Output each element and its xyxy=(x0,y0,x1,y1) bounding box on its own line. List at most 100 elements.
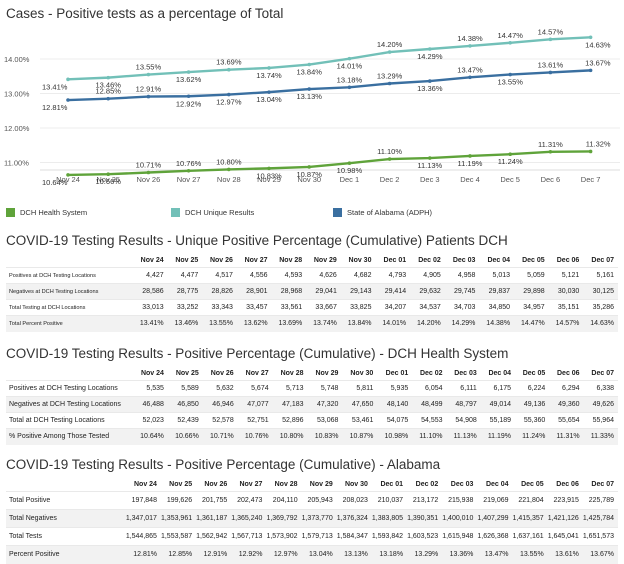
table-cell[interactable]: 5,811 xyxy=(342,380,378,397)
table-cell[interactable]: 34,537 xyxy=(410,299,445,316)
table-cell[interactable]: 5,589 xyxy=(167,380,203,397)
table-cell[interactable]: 221,804 xyxy=(512,491,548,510)
data-point[interactable] xyxy=(588,68,593,73)
table-cell[interactable]: 5,674 xyxy=(237,380,273,397)
table-cell[interactable]: 1,637,161 xyxy=(512,527,548,546)
table-cell[interactable]: 13.29% xyxy=(407,545,443,564)
data-point[interactable] xyxy=(548,37,553,42)
data-point[interactable] xyxy=(508,72,512,77)
table-cell[interactable]: 10.76% xyxy=(237,428,273,445)
table-cell[interactable]: 6,224 xyxy=(515,380,550,397)
table-cell[interactable]: 52,023 xyxy=(133,412,168,429)
table-cell[interactable]: 46,850 xyxy=(167,396,203,413)
table-cell[interactable]: 13.67% xyxy=(582,545,618,564)
table-cell[interactable]: 6,338 xyxy=(583,380,618,397)
column-header[interactable]: Dec 04 xyxy=(487,256,511,264)
column-header[interactable]: Dec 05 xyxy=(522,256,545,264)
table-cell[interactable]: 4,427 xyxy=(133,267,168,284)
data-point[interactable] xyxy=(267,166,271,171)
data-point[interactable] xyxy=(66,77,70,82)
table-cell[interactable]: 34,207 xyxy=(375,299,411,316)
table-cell[interactable]: 6,175 xyxy=(480,380,516,397)
table-cell[interactable]: 28,968 xyxy=(271,283,307,300)
column-header[interactable]: Dec 07 xyxy=(591,256,614,264)
table-cell[interactable]: 1,615,948 xyxy=(442,527,478,546)
table-cell[interactable]: 1,567,713 xyxy=(231,527,267,546)
table-cell[interactable]: 1,425,784 xyxy=(582,509,618,528)
table-cell[interactable]: 53,461 xyxy=(342,412,378,429)
data-point[interactable] xyxy=(588,149,593,154)
column-header[interactable]: Nov 26 xyxy=(204,480,228,488)
data-point[interactable] xyxy=(66,173,70,177)
column-header[interactable]: Nov 30 xyxy=(348,256,372,264)
table-cell[interactable]: 11.24% xyxy=(515,428,550,445)
table-cell[interactable]: 46,488 xyxy=(133,396,168,413)
table-cell[interactable]: 5,632 xyxy=(202,380,238,397)
data-point[interactable] xyxy=(106,96,110,101)
table-cell[interactable]: 1,347,017 xyxy=(125,509,161,528)
table-cell[interactable]: 202,473 xyxy=(231,491,267,510)
column-header[interactable]: Nov 28 xyxy=(279,256,303,264)
table-cell[interactable]: 14.20% xyxy=(410,315,445,332)
table-cell[interactable]: 47,650 xyxy=(342,396,378,413)
column-header[interactable]: Nov 27 xyxy=(244,256,268,264)
column-header[interactable]: Dec 07 xyxy=(591,480,614,488)
table-cell[interactable]: 204,110 xyxy=(266,491,302,510)
data-point[interactable] xyxy=(106,75,110,80)
table-cell[interactable]: 49,136 xyxy=(515,396,550,413)
table-cell[interactable]: 29,745 xyxy=(444,283,480,300)
column-header[interactable]: Dec 03 xyxy=(454,369,477,377)
table-cell[interactable]: 1,365,240 xyxy=(231,509,267,528)
table-cell[interactable]: 1,400,010 xyxy=(442,509,478,528)
column-header[interactable]: Dec 07 xyxy=(591,369,614,377)
table-cell[interactable]: 34,957 xyxy=(514,299,549,316)
data-point[interactable] xyxy=(267,66,271,70)
table-cell[interactable]: 14.63% xyxy=(583,315,618,332)
table-cell[interactable]: 47,183 xyxy=(272,396,308,413)
table-cell[interactable]: 33,825 xyxy=(340,299,376,316)
column-header[interactable]: Dec 03 xyxy=(452,256,476,264)
table-cell[interactable]: 5,161 xyxy=(583,267,618,284)
table-cell[interactable]: 6,294 xyxy=(549,380,584,397)
table-cell[interactable]: 219,069 xyxy=(477,491,513,510)
table-cell[interactable]: 52,578 xyxy=(202,412,238,429)
data-point[interactable] xyxy=(307,62,312,67)
data-point[interactable] xyxy=(227,67,231,72)
table-cell[interactable]: 1,390,351 xyxy=(407,509,443,528)
column-header[interactable]: Nov 24 xyxy=(140,369,164,377)
column-header[interactable]: Nov 29 xyxy=(309,480,333,488)
table-cell[interactable]: 33,252 xyxy=(167,299,203,316)
table-cell[interactable]: 11.13% xyxy=(446,428,481,445)
series-line[interactable] xyxy=(67,150,591,177)
table-cell[interactable]: 53,068 xyxy=(307,412,343,429)
data-point[interactable] xyxy=(428,47,432,51)
table-cell[interactable]: 1,353,961 xyxy=(160,509,197,528)
data-point[interactable] xyxy=(588,35,593,40)
table-cell[interactable]: 28,775 xyxy=(167,283,203,300)
table-cell[interactable]: 46,946 xyxy=(202,396,238,413)
column-header[interactable]: Nov 25 xyxy=(175,256,199,264)
data-point[interactable] xyxy=(468,75,472,80)
data-point[interactable] xyxy=(227,92,231,97)
table-cell[interactable]: 11.31% xyxy=(549,428,584,445)
legend-state-of-alabama[interactable]: State of Alabama (ADPH) xyxy=(333,208,432,217)
column-header[interactable]: Dec 06 xyxy=(557,369,580,377)
table-cell[interactable]: 12.97% xyxy=(266,545,302,564)
column-header[interactable]: Dec 04 xyxy=(488,369,512,377)
table-cell[interactable]: 34,850 xyxy=(479,299,515,316)
table-cell[interactable]: 5,748 xyxy=(307,380,343,397)
table-cell[interactable]: 1,593,842 xyxy=(371,527,408,546)
table-cell[interactable]: 1,383,805 xyxy=(371,509,408,528)
table-cell[interactable]: 4,793 xyxy=(375,267,411,284)
column-header[interactable]: Dec 04 xyxy=(485,480,509,488)
table-cell[interactable]: 14.29% xyxy=(444,315,480,332)
table-cell[interactable]: 33,343 xyxy=(202,299,237,316)
data-point[interactable] xyxy=(146,94,151,99)
table-cell[interactable]: 4,958 xyxy=(444,267,480,284)
data-point[interactable] xyxy=(347,161,352,165)
table-cell[interactable]: 11.19% xyxy=(480,428,516,445)
table-cell[interactable]: 12.91% xyxy=(196,545,232,564)
data-point[interactable] xyxy=(347,85,352,90)
table-cell[interactable]: 223,915 xyxy=(547,491,583,510)
table-cell[interactable]: 29,837 xyxy=(479,283,515,300)
